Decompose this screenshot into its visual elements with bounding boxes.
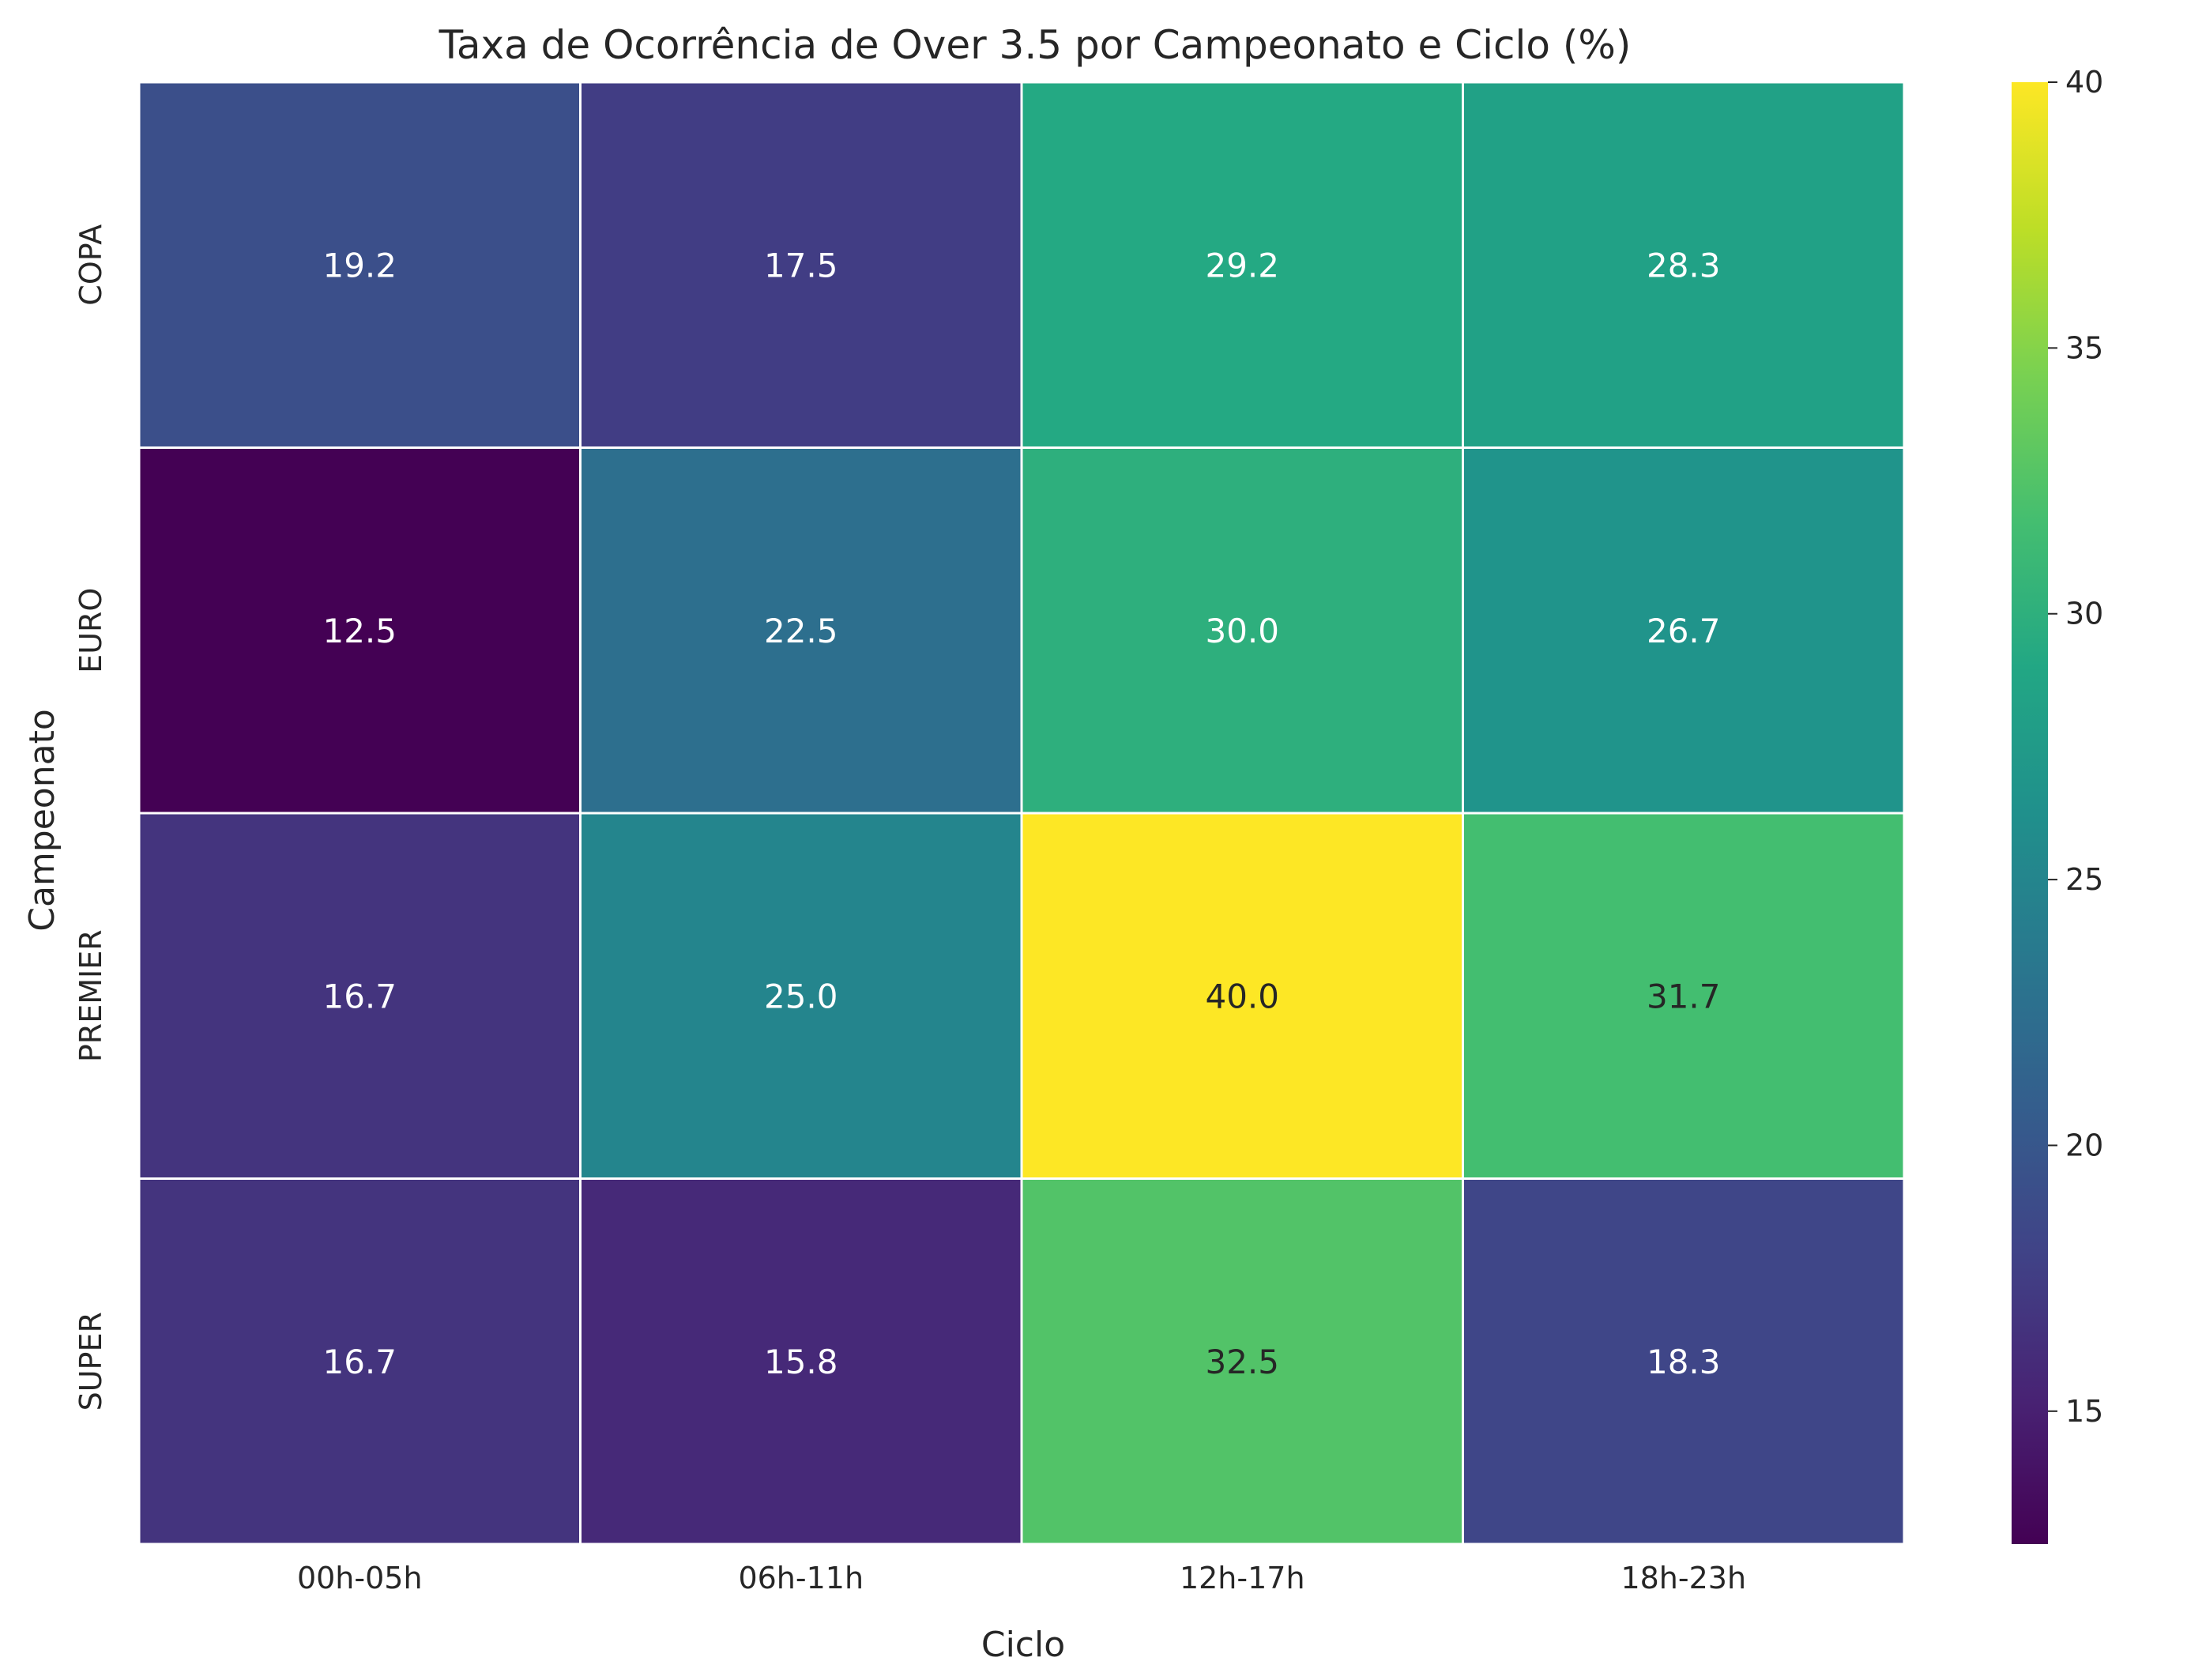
colorbar-gradient xyxy=(2012,82,2048,1544)
heatmap-cell-copa-2 xyxy=(1020,81,1464,449)
heatmap-cell-copa-0 xyxy=(137,81,582,449)
cell-value-labels: 19.2 17.5 29.2 28.3 12.5 22.5 30.0 26.7 16.7 25.0… xyxy=(322,246,1720,1381)
y-axis-label: Campeonato xyxy=(22,709,62,932)
heatmap-cell-super-1 xyxy=(579,1177,1023,1546)
heatmap-cell-euro-3 xyxy=(1462,446,1906,815)
heatmap-cell-euro-0 xyxy=(137,446,582,815)
colorbar-tick-label: 25 xyxy=(2065,862,2103,897)
cell-value-label: 40.0 xyxy=(1205,977,1279,1015)
chart-title: Taxa de Ocorrência de Over 3.5 por Campe… xyxy=(439,22,1632,68)
colorbar-tick-label: 30 xyxy=(2065,597,2103,631)
cell-value-label: 28.3 xyxy=(1647,246,1721,284)
x-tick-labels: 00h-05h 06h-11h 12h-17h 18h-23h xyxy=(297,1561,1746,1595)
cell-value-label: 25.0 xyxy=(764,977,838,1015)
cell-value-label: 32.5 xyxy=(1205,1343,1279,1381)
cell-value-label: 19.2 xyxy=(322,246,397,284)
colorbar-tick-label: 15 xyxy=(2065,1394,2103,1429)
x-tick-label: 06h-11h xyxy=(738,1561,864,1595)
heatmap-cell-premier-1 xyxy=(579,812,1023,1180)
cell-value-label: 31.7 xyxy=(1647,977,1721,1015)
cell-value-label: 12.5 xyxy=(322,612,397,650)
heatmap-cell-copa-3 xyxy=(1462,81,1906,449)
cell-value-label: 22.5 xyxy=(764,612,838,650)
cell-value-label: 30.0 xyxy=(1205,612,1279,650)
heatmap-cells xyxy=(137,81,1906,1546)
x-tick-label: 00h-05h xyxy=(297,1561,423,1595)
colorbar: 15 20 25 30 35 40 xyxy=(2012,65,2103,1544)
cell-value-label: 18.3 xyxy=(1647,1343,1721,1381)
x-tick-label: 18h-23h xyxy=(1620,1561,1746,1595)
x-axis-label: Ciclo xyxy=(981,1625,1065,1665)
colorbar-tick-label: 20 xyxy=(2065,1128,2103,1162)
cell-value-label: 15.8 xyxy=(764,1343,838,1381)
heatmap-cell-super-0 xyxy=(137,1177,582,1546)
y-tick-label: PREMIER xyxy=(73,929,108,1062)
cell-value-label: 16.7 xyxy=(322,1343,397,1381)
y-tick-label: COPA xyxy=(73,224,108,306)
y-tick-labels: COPA EURO PREMIER SUPER xyxy=(73,224,108,1411)
heatmap-cell-super-2 xyxy=(1020,1177,1464,1546)
heatmap-cell-euro-1 xyxy=(579,446,1023,815)
y-tick-label: EURO xyxy=(73,588,108,673)
heatmap-cell-super-3 xyxy=(1462,1177,1906,1546)
colorbar-tick-label: 35 xyxy=(2065,330,2103,365)
colorbar-tick-label: 40 xyxy=(2065,65,2103,100)
heatmap-cell-euro-2 xyxy=(1020,446,1464,815)
cell-value-label: 16.7 xyxy=(322,977,397,1015)
cell-value-label: 26.7 xyxy=(1647,612,1721,650)
cell-value-label: 29.2 xyxy=(1205,246,1279,284)
y-tick-label: SUPER xyxy=(73,1312,108,1411)
heatmap-cell-premier-3 xyxy=(1462,812,1906,1180)
heatmap-cell-copa-1 xyxy=(579,81,1023,449)
x-tick-label: 12h-17h xyxy=(1180,1561,1305,1595)
cell-value-label: 17.5 xyxy=(764,246,838,284)
